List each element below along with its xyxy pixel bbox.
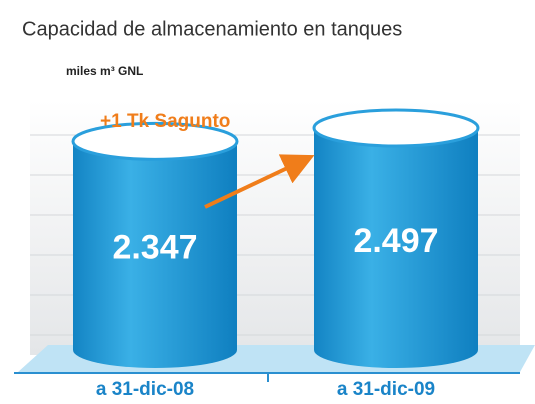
cylinder <box>314 128 478 368</box>
x-tick-label: a 31-dic-08 <box>96 379 194 400</box>
x-tick-label: a 31-dic-09 <box>337 379 435 400</box>
cylinder-top <box>71 121 239 161</box>
annotation: +1 Tk Sagunto <box>100 111 230 132</box>
cylinder <box>73 141 237 368</box>
plot: 2.347 a 31-dic-08 2.497 a 31-dic-09 <box>71 108 480 400</box>
cylinder-top <box>312 108 480 148</box>
arrow <box>204 154 315 209</box>
unit-label: miles m³ GNL <box>66 64 143 78</box>
value-label: 2.497 <box>353 222 438 260</box>
value-label: 2.347 <box>112 229 197 267</box>
chart-title: Capacidad de almacenamiento en tanques <box>22 18 402 40</box>
